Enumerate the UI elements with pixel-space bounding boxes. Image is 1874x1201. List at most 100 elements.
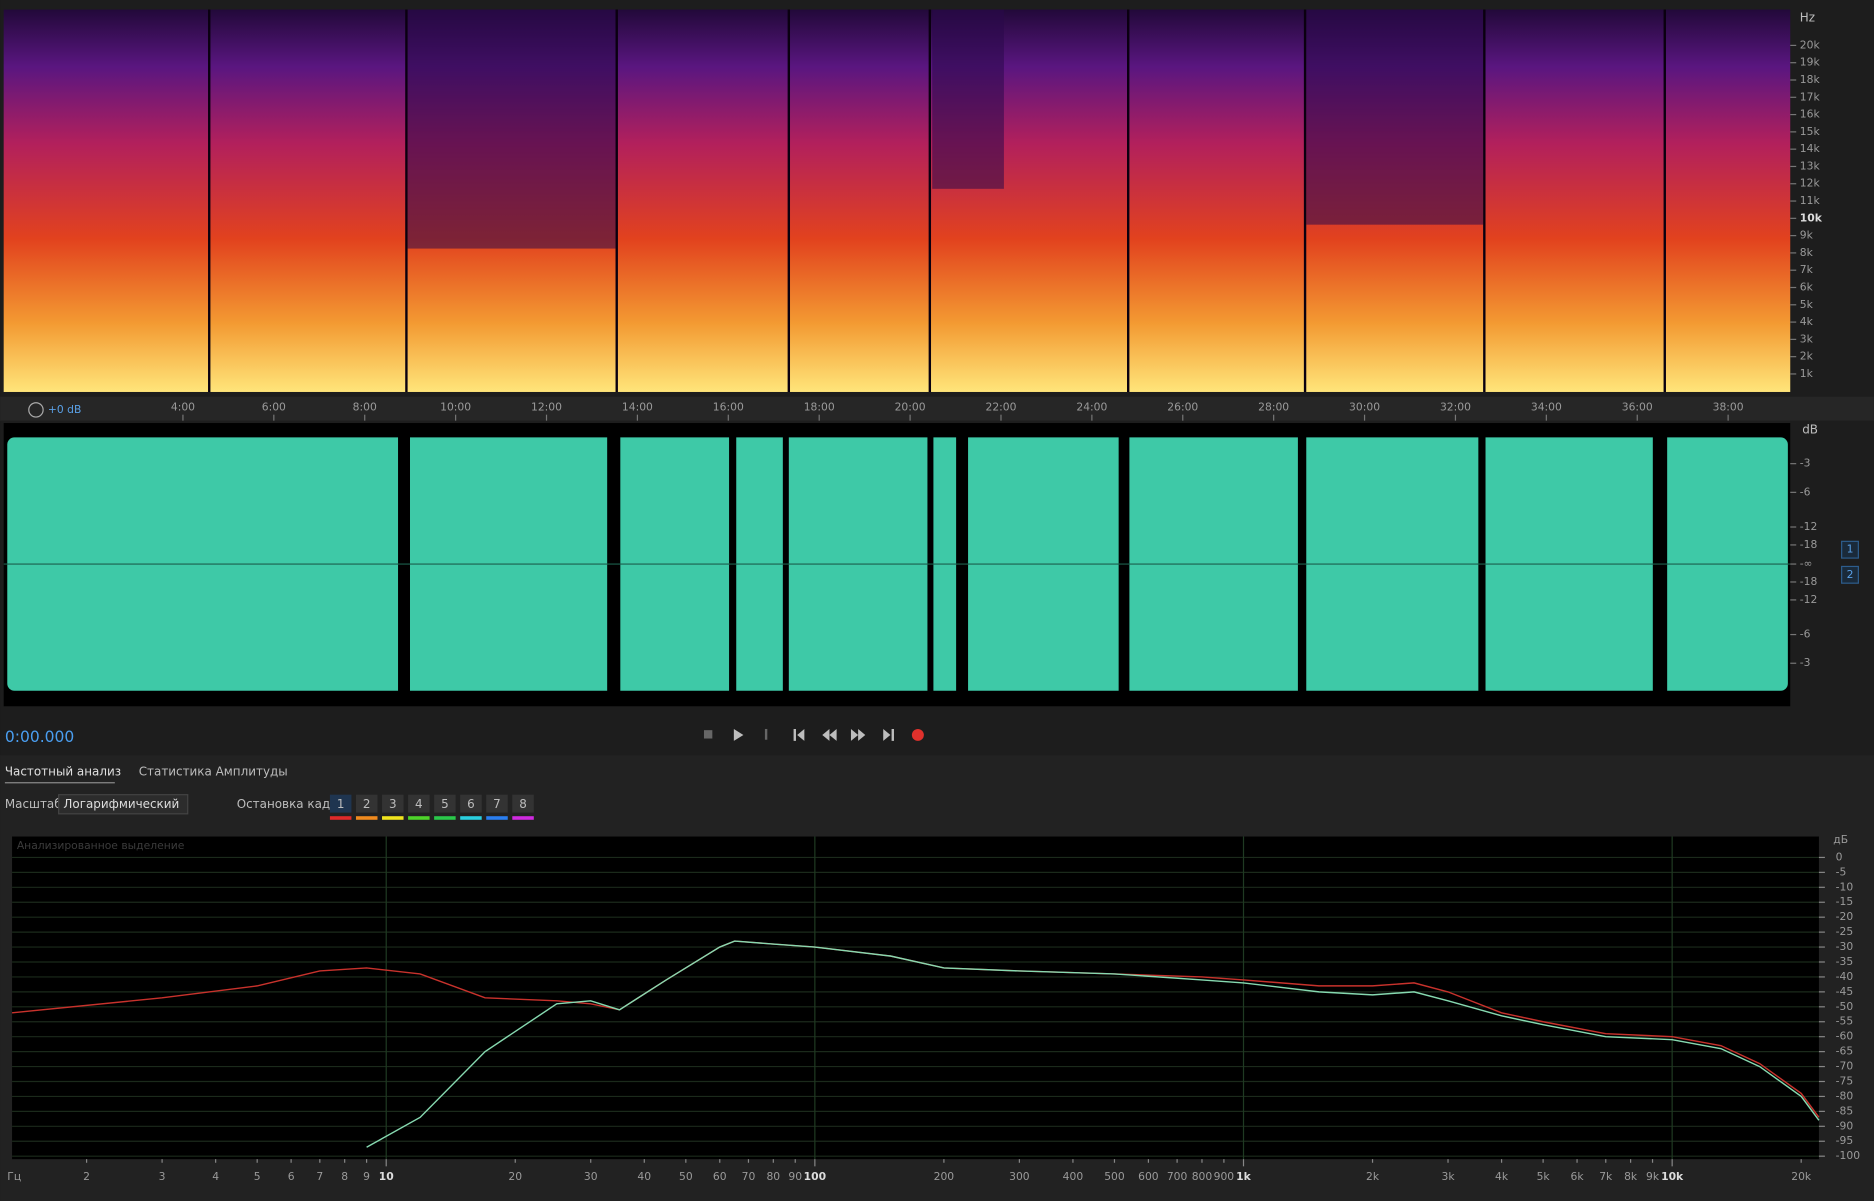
freq-label: 13k — [1800, 159, 1821, 172]
pause-button[interactable] — [764, 728, 768, 740]
time-label: 22:00 — [985, 401, 1016, 414]
spectrogram — [3, 9, 1791, 392]
spectrogram-shade — [407, 9, 1484, 249]
y-tick-label: -60 — [1836, 1030, 1854, 1043]
slot-color — [382, 816, 404, 820]
y-tick-label: -30 — [1836, 940, 1854, 953]
freq-label: 8k — [1800, 246, 1814, 259]
time-ruler: 4:00 6:00 8:00 10:00 12:00 14:00 16:00 18:00 20:… — [171, 401, 1744, 421]
slot-button[interactable] — [382, 794, 404, 813]
freq-label: 18k — [1800, 73, 1821, 86]
time-label: 38:00 — [1713, 401, 1744, 414]
y-tick-label: -65 — [1836, 1045, 1854, 1058]
freq-label: 10k — [1800, 211, 1823, 224]
db-label: -6 — [1800, 628, 1811, 641]
db-label: -18 — [1800, 575, 1818, 588]
scale-label: Масштаб: — [5, 797, 66, 811]
tab[interactable]: Статистика Амплитуды — [139, 764, 288, 778]
x-tick-label: 4 — [212, 1170, 219, 1183]
x-tick-label: 10 — [379, 1170, 394, 1183]
slot-label: 7 — [493, 797, 501, 811]
freq-label: 5k — [1800, 298, 1814, 311]
time-label: 24:00 — [1076, 401, 1107, 414]
time-label: 18:00 — [804, 401, 835, 414]
spectrum-line — [366, 940, 1820, 1148]
current-time: 0:00.000 — [5, 728, 74, 746]
play-button[interactable] — [733, 728, 744, 741]
freq-label: 7k — [1800, 263, 1814, 276]
y-tick-label: 0 — [1836, 850, 1843, 863]
x-tick-label: 10k — [1661, 1170, 1684, 1183]
gain-knob[interactable] — [28, 402, 44, 418]
go-start-button[interactable] — [793, 728, 805, 741]
slot-button[interactable] — [355, 794, 378, 813]
db-label: -∞ — [1800, 557, 1813, 570]
x-tick-label: 800 — [1192, 1170, 1213, 1183]
time-label: 4:00 — [171, 401, 195, 414]
stop-button[interactable] — [703, 730, 713, 739]
time-label: 14:00 — [622, 401, 653, 414]
slot-button[interactable] — [512, 794, 534, 813]
x-tick-label: 600 — [1138, 1170, 1159, 1183]
y-tick-label: -95 — [1836, 1134, 1854, 1147]
slot-label: 8 — [519, 797, 527, 811]
freeze-slots: 1 2 3 4 5 6 7 8 — [329, 794, 534, 820]
time-label: 10:00 — [440, 401, 471, 414]
time-label: 28:00 — [1258, 401, 1289, 414]
spectrogram-unit: Hz — [1800, 10, 1815, 24]
gain-value[interactable]: +0 dB — [48, 403, 81, 416]
channel-label: 2 — [1847, 568, 1854, 581]
x-tick-label: 3k — [1441, 1170, 1455, 1183]
scale-dropdown[interactable] — [58, 794, 189, 815]
freq-label: 11k — [1800, 194, 1821, 207]
slot-label: 6 — [467, 797, 475, 811]
x-tick-label: 7k — [1599, 1170, 1613, 1183]
slot-label: 5 — [441, 797, 449, 811]
scale-value[interactable]: Логарифмический — [63, 797, 179, 811]
record-button[interactable] — [911, 728, 924, 741]
slot-button[interactable] — [460, 794, 482, 813]
y-tick-label: -85 — [1836, 1104, 1854, 1117]
x-tick-label: 70 — [742, 1170, 756, 1183]
slot-color — [460, 816, 482, 820]
y-tick-label: -10 — [1836, 880, 1854, 893]
freq-label: 3k — [1800, 332, 1814, 345]
freq-label: 15k — [1800, 125, 1821, 138]
tab-active[interactable]: Частотный анализ — [5, 764, 121, 778]
y-tick-label: -55 — [1836, 1015, 1854, 1028]
waveform-axis: -3 -6 -12 -18 -∞ -18 -12 -6 -3 1 2 — [1790, 457, 1859, 669]
x-tick-label: 9 — [363, 1170, 370, 1183]
channel-label: 1 — [1847, 543, 1854, 556]
y-tick-label: -15 — [1836, 895, 1854, 908]
x-tick-label: 2k — [1366, 1170, 1380, 1183]
time-label: 12:00 — [531, 401, 562, 414]
slot-color — [486, 816, 508, 820]
x-tick-label: 50 — [679, 1170, 693, 1183]
slot-label: 3 — [389, 797, 397, 811]
slot-label: 2 — [363, 797, 371, 811]
y-tick-label: -100 — [1836, 1149, 1861, 1162]
slot-button[interactable] — [486, 794, 508, 813]
y-tick-label: -20 — [1836, 910, 1854, 923]
slot-button[interactable] — [329, 794, 352, 813]
slot-button[interactable] — [408, 794, 430, 813]
y-tick-label: -45 — [1836, 985, 1854, 998]
go-end-button[interactable] — [883, 728, 894, 741]
x-unit: Гц — [7, 1170, 21, 1183]
slot-color — [329, 816, 352, 820]
slot-button[interactable] — [434, 794, 456, 813]
time-label: 26:00 — [1167, 401, 1198, 414]
time-label: 8:00 — [353, 401, 377, 414]
x-tick-label: 8k — [1624, 1170, 1638, 1183]
db-label: -18 — [1800, 538, 1818, 551]
y-tick-label: -40 — [1836, 970, 1854, 983]
db-label: -12 — [1800, 520, 1818, 533]
x-tick-label: 40 — [637, 1170, 651, 1183]
freq-label: 2k — [1800, 350, 1814, 363]
freq-label: 19k — [1800, 56, 1821, 69]
spectrogram-axis: 20k 19k 18k 17k 16k 15k 14k 13k 12k 11k 10k 9k 8k 7k 6… — [1790, 38, 1823, 380]
freq-label: 17k — [1800, 90, 1821, 103]
freq-label: 4k — [1800, 315, 1814, 328]
x-tick-label: 20 — [508, 1170, 522, 1183]
